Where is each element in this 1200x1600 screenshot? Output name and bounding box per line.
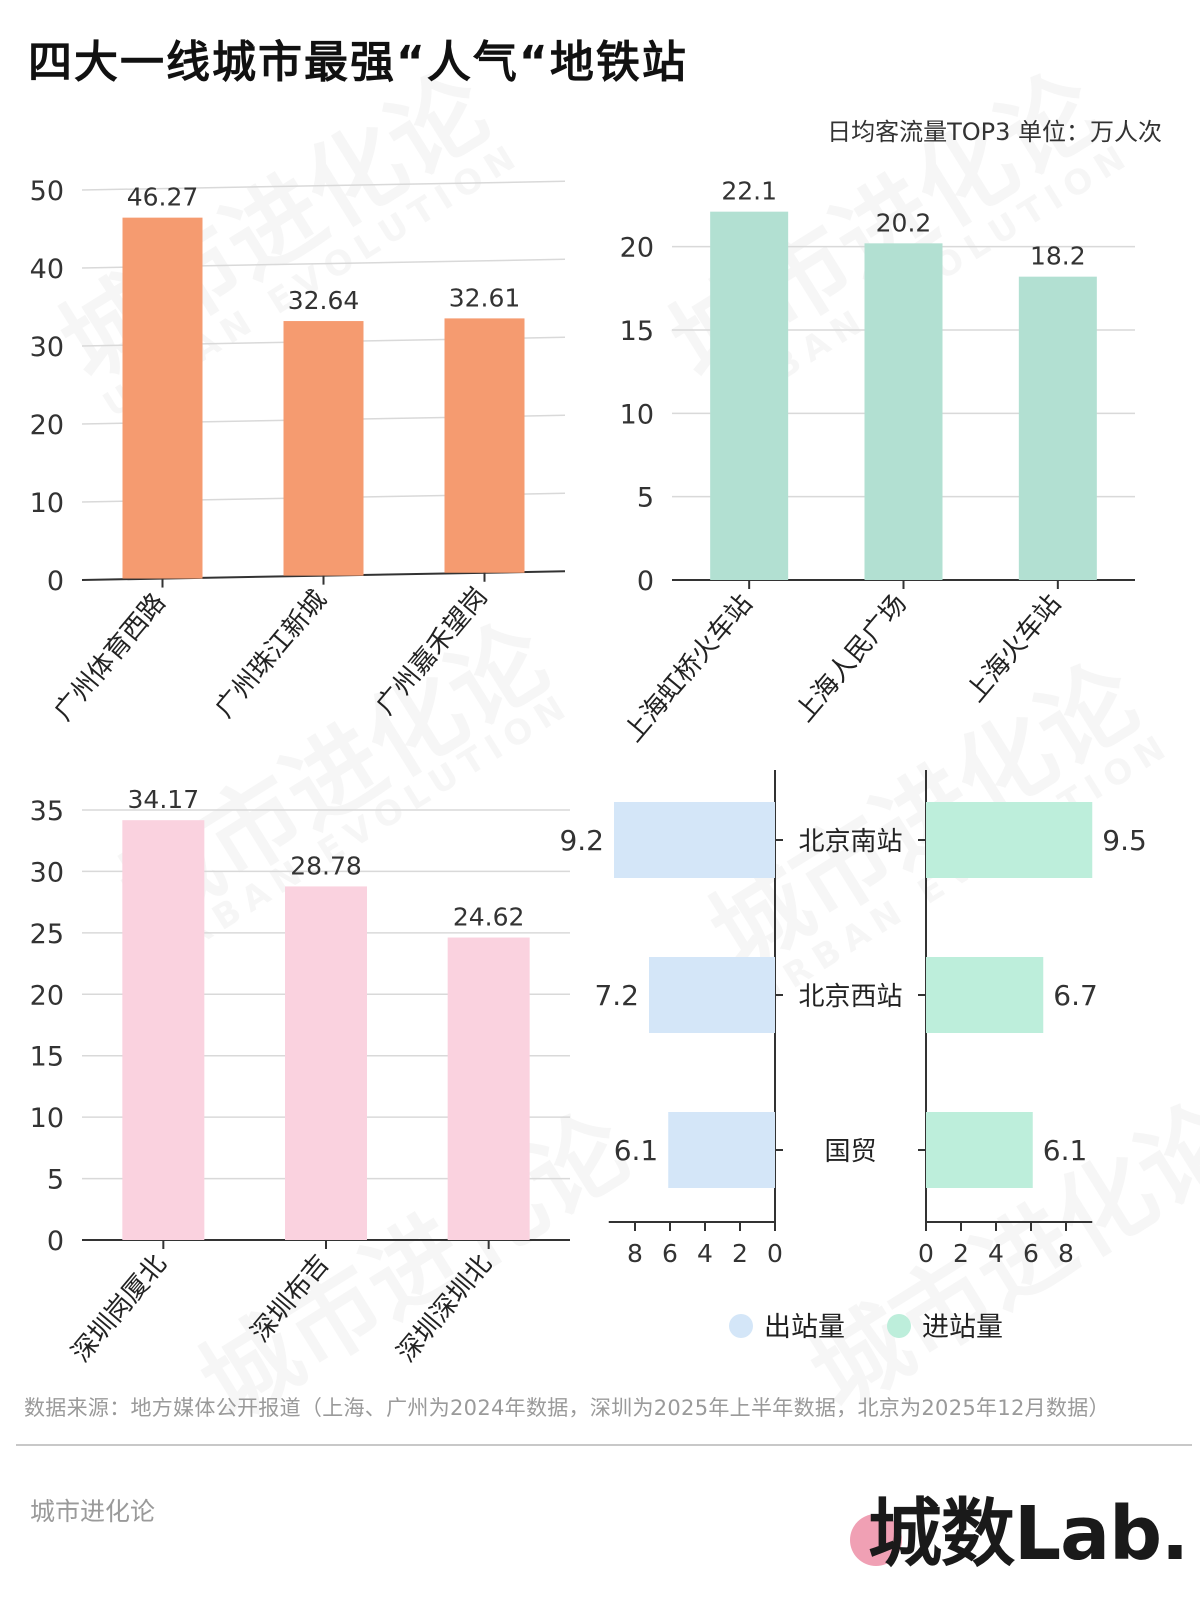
bj-left-x-tick-label: 4 — [697, 1239, 713, 1268]
sh-category-label: 上海虹桥火车站 — [619, 589, 759, 748]
logo-dot-icon — [850, 1514, 902, 1566]
bj-data-label-outbound: 7.2 — [594, 979, 639, 1012]
sz-bar — [122, 820, 205, 1240]
bj-bar-outbound — [668, 1112, 775, 1188]
bj-data-label-outbound: 9.2 — [559, 824, 604, 857]
bj-category-label: 北京西站 — [798, 982, 902, 1012]
bj-left-x-tick-label: 8 — [627, 1239, 643, 1268]
sz-data-label: 24.62 — [453, 903, 525, 932]
sz-bar — [447, 937, 530, 1240]
sz-y-tick-label: 10 — [30, 1103, 64, 1134]
bj-bar-inbound — [926, 1112, 1033, 1188]
sz-category-label: 深圳深圳北 — [391, 1249, 498, 1368]
legend-marker-inbound — [887, 1314, 911, 1338]
gz-y-tick-label: 10 — [30, 488, 64, 519]
brand-logo: 城数Lab. — [848, 1470, 1189, 1580]
sz-y-tick-label: 25 — [30, 919, 64, 950]
gz-y-tick-label: 40 — [30, 254, 64, 285]
sh-bar — [1018, 276, 1097, 580]
sz-category-label: 深圳岗厦北 — [66, 1249, 173, 1368]
sz-bar — [285, 886, 367, 1240]
gz-gridline — [81, 180, 566, 191]
bj-data-label-inbound: 6.1 — [1043, 1134, 1088, 1167]
bj-right-x-tick-label: 8 — [1058, 1239, 1074, 1268]
bj-right-x-tick-label: 2 — [953, 1239, 969, 1268]
bj-bar-outbound — [614, 802, 775, 878]
sz-data-label: 34.17 — [128, 785, 200, 814]
gz-data-label: 32.61 — [449, 283, 521, 312]
sz-y-tick-label: 30 — [30, 857, 64, 888]
bj-bar-outbound — [649, 957, 775, 1033]
sz-y-tick-label: 0 — [47, 1226, 64, 1257]
bj-right-x-tick-label: 4 — [988, 1239, 1004, 1268]
legend-label-outbound: 出站量 — [764, 1312, 845, 1343]
sh-y-tick-label: 10 — [620, 399, 654, 430]
gz-y-tick-label: 20 — [30, 410, 64, 441]
bj-category-label: 北京南站 — [798, 827, 902, 857]
sz-category-label: 深圳布吉 — [246, 1249, 336, 1348]
logo-text: 城数Lab. — [868, 1491, 1189, 1577]
sh-y-tick-label: 5 — [637, 483, 654, 514]
sh-category-label: 上海人民广场 — [790, 589, 913, 728]
sz-data-label: 28.78 — [290, 851, 362, 880]
legend-label-inbound: 进站量 — [922, 1312, 1003, 1343]
chart-subtitle: 日均客流量TOP3 单位：万人次 — [827, 118, 1162, 146]
sh-y-tick-label: 20 — [620, 233, 654, 264]
bj-bar-inbound — [926, 802, 1093, 878]
bj-left-x-tick-label: 6 — [662, 1239, 678, 1268]
sh-bar — [710, 211, 789, 580]
bj-left-x-tick-label: 2 — [732, 1239, 748, 1268]
bj-data-label-outbound: 6.1 — [614, 1134, 659, 1167]
gz-bar — [444, 318, 525, 573]
bj-category-label: 国贸 — [824, 1137, 876, 1167]
gz-bar — [122, 217, 203, 579]
bj-right-x-tick-label: 6 — [1023, 1239, 1039, 1268]
bj-data-label-inbound: 9.5 — [1102, 824, 1147, 857]
gz-data-label: 46.27 — [127, 183, 199, 212]
sh-y-tick-label: 15 — [620, 316, 654, 347]
sh-data-label: 22.1 — [721, 177, 777, 206]
sh-category-label: 上海火车站 — [961, 589, 1068, 708]
bj-right-x-tick-label: 0 — [918, 1239, 934, 1268]
page-title: 四大一线城市最强“人气“地铁站 — [28, 37, 688, 88]
gz-category-label: 广州体育西路 — [49, 588, 172, 727]
gz-y-tick-label: 0 — [47, 566, 64, 597]
sz-y-tick-label: 35 — [30, 796, 64, 827]
sh-data-label: 20.2 — [876, 208, 932, 237]
footer-divider — [16, 1444, 1192, 1446]
gz-y-tick-label: 50 — [30, 176, 64, 207]
gz-data-label: 32.64 — [288, 286, 360, 315]
sh-data-label: 18.2 — [1030, 242, 1086, 271]
legend-marker-outbound — [729, 1314, 753, 1338]
source-note: 数据来源：地方媒体公开报道（上海、广州为2024年数据，深圳为2025年上半年数… — [24, 1396, 1110, 1420]
bj-bar-inbound — [926, 957, 1044, 1033]
bj-left-x-tick-label: 0 — [767, 1239, 783, 1268]
gz-category-label: 广州嘉禾望岗 — [371, 582, 494, 721]
gz-bar — [283, 321, 364, 576]
sz-y-tick-label: 15 — [30, 1042, 64, 1073]
bj-data-label-inbound: 6.7 — [1053, 979, 1098, 1012]
sh-bar — [864, 243, 943, 581]
footer-brand: 城市进化论 — [30, 1497, 156, 1526]
gz-category-label: 广州珠江新城 — [210, 585, 333, 724]
sh-y-tick-label: 0 — [637, 566, 654, 597]
gz-y-tick-label: 30 — [30, 332, 64, 363]
sz-y-tick-label: 5 — [47, 1165, 64, 1196]
sz-y-tick-label: 20 — [30, 980, 64, 1011]
